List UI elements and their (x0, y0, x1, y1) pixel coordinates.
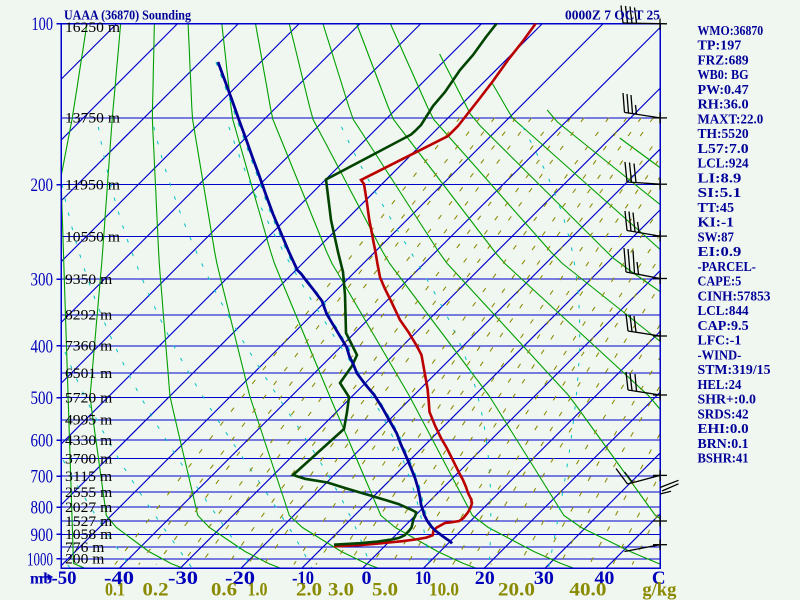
svg-text:40: 40 (594, 568, 614, 589)
svg-text:SW:87: SW:87 (698, 229, 735, 244)
svg-text:0: 0 (362, 568, 372, 589)
svg-text:PW:0.47: PW:0.47 (698, 82, 749, 97)
svg-text:-40: -40 (104, 568, 134, 589)
svg-text:CINH:57853: CINH:57853 (698, 288, 771, 303)
svg-text:2555 m: 2555 m (65, 485, 113, 501)
svg-text:-30: -30 (168, 568, 198, 589)
svg-text:BRN:0.1: BRN:0.1 (698, 436, 749, 451)
svg-text:-20: -20 (225, 568, 255, 589)
svg-text:-10: -10 (292, 568, 314, 589)
svg-text:1058 m: 1058 m (65, 527, 113, 543)
svg-text:6501 m: 6501 m (65, 366, 113, 382)
svg-text:1527 m: 1527 m (65, 514, 113, 530)
svg-text:9350 m: 9350 m (65, 272, 113, 288)
svg-text:LCL:844: LCL:844 (698, 303, 749, 318)
svg-text:HEL:24: HEL:24 (698, 377, 742, 392)
svg-text:4330 m: 4330 m (65, 433, 113, 449)
svg-text:100: 100 (32, 14, 54, 35)
svg-text:30: 30 (534, 568, 554, 589)
svg-text:3.0: 3.0 (328, 580, 354, 600)
svg-text:10.0: 10.0 (429, 580, 459, 600)
svg-text:mb: mb (30, 571, 52, 588)
svg-text:EHI:0.0: EHI:0.0 (698, 421, 749, 436)
svg-text:TP:197: TP:197 (698, 38, 742, 53)
svg-text:C: C (652, 568, 666, 589)
svg-text:2.0: 2.0 (296, 580, 322, 600)
svg-text:200: 200 (31, 175, 54, 196)
svg-text:800: 800 (31, 498, 54, 519)
svg-text:5720 m: 5720 m (65, 391, 113, 407)
svg-text:300: 300 (31, 270, 54, 291)
svg-text:LFC:-1: LFC:-1 (698, 333, 742, 348)
svg-text:7360 m: 7360 m (65, 339, 113, 355)
svg-text:0.1: 0.1 (105, 580, 125, 600)
svg-text:WB0: BG: WB0: BG (698, 67, 749, 82)
svg-text:WMO:36870: WMO:36870 (698, 23, 764, 38)
svg-text:-WIND-: -WIND- (698, 347, 742, 362)
svg-text:KI:-1: KI:-1 (698, 215, 735, 230)
svg-text:3115 m: 3115 m (65, 469, 113, 485)
svg-text:200 m: 200 m (65, 552, 105, 568)
svg-text:500: 500 (31, 388, 54, 409)
svg-text:-50: -50 (52, 568, 77, 589)
svg-text:TH:5520: TH:5520 (698, 126, 749, 141)
svg-text:400: 400 (31, 336, 54, 357)
svg-text:g/kg: g/kg (642, 580, 676, 600)
svg-text:2027 m: 2027 m (65, 500, 113, 516)
svg-text:1000: 1000 (27, 549, 53, 570)
svg-text:5.0: 5.0 (372, 580, 398, 600)
svg-text:CAP:9.5: CAP:9.5 (698, 318, 749, 333)
svg-text:EI:0.9: EI:0.9 (698, 244, 742, 259)
svg-text:4995 m: 4995 m (65, 413, 113, 429)
svg-text:0000Z 7 OCT 25: 0000Z 7 OCT 25 (565, 8, 660, 23)
svg-text:MAXT:22.0: MAXT:22.0 (698, 111, 764, 126)
svg-text:SHR+:0.0: SHR+:0.0 (698, 392, 756, 407)
svg-text:8292 m: 8292 m (65, 308, 113, 324)
svg-text:0.2: 0.2 (143, 580, 169, 600)
svg-text:20.0: 20.0 (498, 580, 535, 600)
svg-text:BSHR:41: BSHR:41 (698, 451, 749, 466)
svg-text:-PARCEL-: -PARCEL- (698, 259, 757, 274)
svg-text:0.6: 0.6 (211, 580, 237, 600)
svg-text:16250 m: 16250 m (65, 20, 121, 36)
svg-text:1.0: 1.0 (248, 580, 268, 600)
svg-text:3700 m: 3700 m (65, 452, 113, 468)
svg-text:STM:319/15: STM:319/15 (698, 362, 771, 377)
svg-text:SI:5.1: SI:5.1 (698, 185, 742, 200)
svg-text:TT:45: TT:45 (698, 200, 735, 215)
svg-text:FRZ:689: FRZ:689 (698, 52, 749, 67)
svg-text:20: 20 (475, 568, 495, 589)
svg-text:SRDS:42: SRDS:42 (698, 406, 749, 421)
svg-text:10: 10 (415, 568, 431, 589)
svg-text:CAPE:5: CAPE:5 (698, 274, 742, 289)
svg-text:700: 700 (31, 467, 54, 488)
svg-text:40.0: 40.0 (569, 580, 606, 600)
svg-text:LI:8.9: LI:8.9 (698, 170, 742, 185)
svg-text:776 m: 776 m (65, 540, 105, 556)
svg-text:11950 m: 11950 m (65, 178, 121, 194)
svg-text:UAAA (36870) Sounding: UAAA (36870) Sounding (64, 8, 191, 23)
svg-text:10550 m: 10550 m (65, 229, 121, 245)
svg-text:LCL:924: LCL:924 (698, 156, 749, 171)
svg-text:600: 600 (31, 431, 54, 452)
svg-text:900: 900 (31, 525, 54, 546)
svg-text:RH:36.0: RH:36.0 (698, 97, 749, 112)
svg-text:L57:7.0: L57:7.0 (698, 141, 749, 156)
svg-text:13750 m: 13750 m (65, 111, 121, 127)
